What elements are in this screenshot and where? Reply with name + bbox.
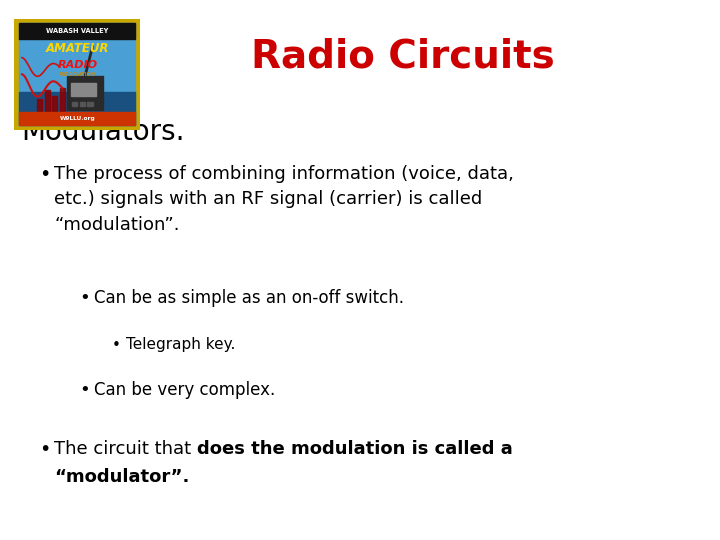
Bar [37, 99, 42, 121]
Text: “modulator”.: “modulator”. [54, 468, 189, 486]
Bar [60, 87, 65, 121]
FancyBboxPatch shape [16, 20, 139, 129]
Bar [68, 77, 102, 110]
Text: Modulators.: Modulators. [22, 118, 185, 146]
Bar [19, 23, 135, 39]
Text: Can be very complex.: Can be very complex. [94, 381, 275, 399]
Bar [71, 83, 96, 96]
Text: RADIO: RADIO [58, 60, 97, 70]
Text: •: • [112, 338, 120, 353]
Bar [19, 112, 135, 125]
Text: Radio Circuits: Radio Circuits [251, 38, 555, 76]
Text: WABASH VALLEY: WABASH VALLEY [46, 28, 109, 33]
Text: does the modulation is called a: does the modulation is called a [197, 440, 513, 458]
Text: W9LLU.org: W9LLU.org [60, 116, 95, 121]
Text: AMATEUR: AMATEUR [45, 42, 109, 55]
Text: •: • [40, 440, 51, 459]
Text: ASSOCIATION: ASSOCIATION [59, 72, 96, 77]
Bar [88, 102, 92, 106]
Bar [52, 97, 57, 121]
Bar [45, 90, 50, 121]
Text: •: • [40, 165, 51, 184]
Text: The process of combining information (voice, data,
etc.) signals with an RF sign: The process of combining information (vo… [54, 165, 514, 234]
Text: The circuit that: The circuit that [54, 440, 197, 458]
Text: Can be as simple as an on-off switch.: Can be as simple as an on-off switch. [94, 289, 404, 307]
Bar [19, 92, 135, 125]
Bar [72, 102, 77, 106]
Text: Telegraph key.: Telegraph key. [126, 338, 235, 353]
Bar [80, 102, 85, 106]
Text: •: • [79, 381, 90, 399]
Text: •: • [79, 289, 90, 307]
